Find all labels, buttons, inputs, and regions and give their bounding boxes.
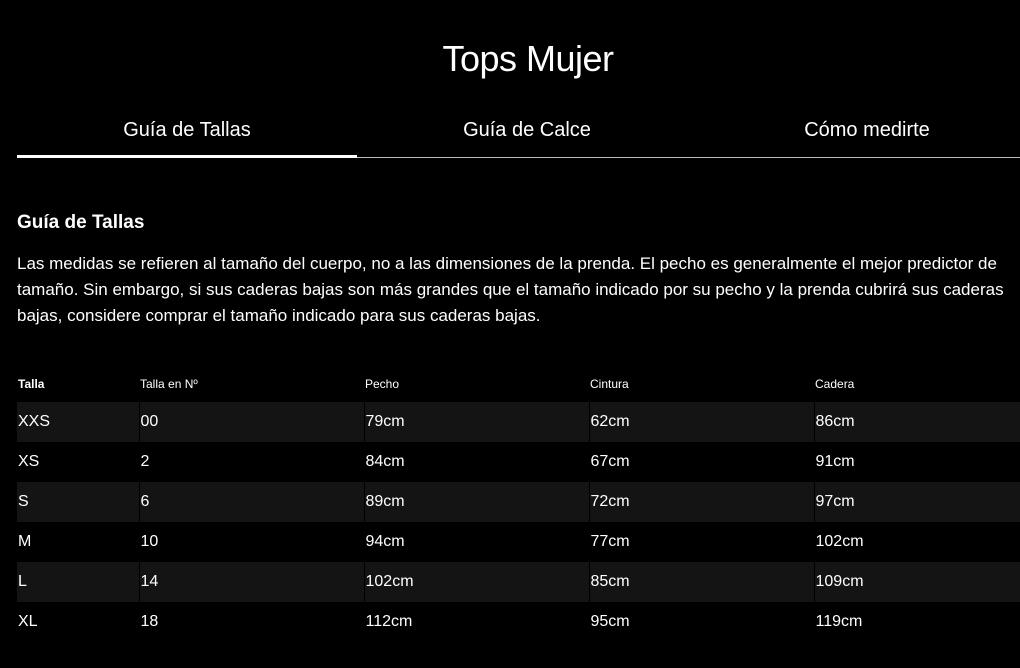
table-cell: S xyxy=(17,482,139,522)
column-header: Cintura xyxy=(590,377,629,391)
table-cell: 77cm xyxy=(588,522,814,562)
table-cell: 89cm xyxy=(363,482,589,522)
table-row: L 14 102cm 85cm 109cm xyxy=(17,562,1020,602)
section-title: Guía de Tallas xyxy=(17,212,145,233)
table-cell: XXS xyxy=(17,402,139,442)
table-cell: 2 xyxy=(138,442,364,482)
table-cell: XS xyxy=(18,453,40,470)
table-cell: 14 xyxy=(138,562,364,602)
table-row: XXS 00 79cm 62cm 86cm xyxy=(17,402,1020,442)
tab-como-medirte[interactable]: Cómo medirte xyxy=(697,112,1020,158)
table-row: M 10 94cm 77cm 102cm xyxy=(17,522,1020,562)
table-cell: 85cm xyxy=(588,562,814,602)
table-row: S 6 89cm 72cm 97cm xyxy=(17,482,1020,522)
column-header: Pecho xyxy=(365,377,400,391)
table-cell: 72cm xyxy=(588,482,814,522)
table-cell: 102cm xyxy=(363,562,589,602)
tab-bar: Guía de Tallas Guía de Calce Cómo medirt… xyxy=(17,112,1020,158)
table-cell: XL xyxy=(18,613,38,630)
column-header: Cadera xyxy=(815,377,855,391)
table-cell: 79cm xyxy=(363,402,589,442)
table-cell: M xyxy=(18,533,32,550)
tab-guia-de-tallas[interactable]: Guía de Tallas xyxy=(17,112,357,158)
table-cell: 10 xyxy=(138,522,364,562)
column-header: Talla xyxy=(18,377,45,391)
table-cell: 86cm xyxy=(813,402,1020,442)
table-cell: 102cm xyxy=(813,522,1020,562)
section-description: Las medidas se refieren al tamaño del cu… xyxy=(17,254,1004,325)
table-cell: L xyxy=(17,562,139,602)
table-cell: 95cm xyxy=(588,602,814,642)
table-cell: 6 xyxy=(138,482,364,522)
tab-guia-de-calce[interactable]: Guía de Calce xyxy=(357,112,697,158)
page-title: Tops Mujer xyxy=(442,38,614,79)
table-row: XS 2 84cm 67cm 91cm xyxy=(17,442,1020,482)
table-cell: 18 xyxy=(138,602,364,642)
table-row: XL 18 112cm 95cm 119cm xyxy=(17,602,1020,642)
table-cell: 91cm xyxy=(813,442,1020,482)
table-cell: 00 xyxy=(138,402,364,442)
size-table: Talla Talla en Nº Pecho Cintura Cadera XXS 00… xyxy=(17,372,1020,642)
table-cell: 97cm xyxy=(813,482,1020,522)
table-cell: 62cm xyxy=(588,402,814,442)
column-header: Talla en Nº xyxy=(140,377,198,391)
table-cell: 119cm xyxy=(813,602,1020,642)
table-cell: 112cm xyxy=(363,602,589,642)
table-cell: 84cm xyxy=(363,442,589,482)
table-cell: 67cm xyxy=(588,442,814,482)
table-cell: 94cm xyxy=(363,522,589,562)
table-cell: 109cm xyxy=(813,562,1020,602)
